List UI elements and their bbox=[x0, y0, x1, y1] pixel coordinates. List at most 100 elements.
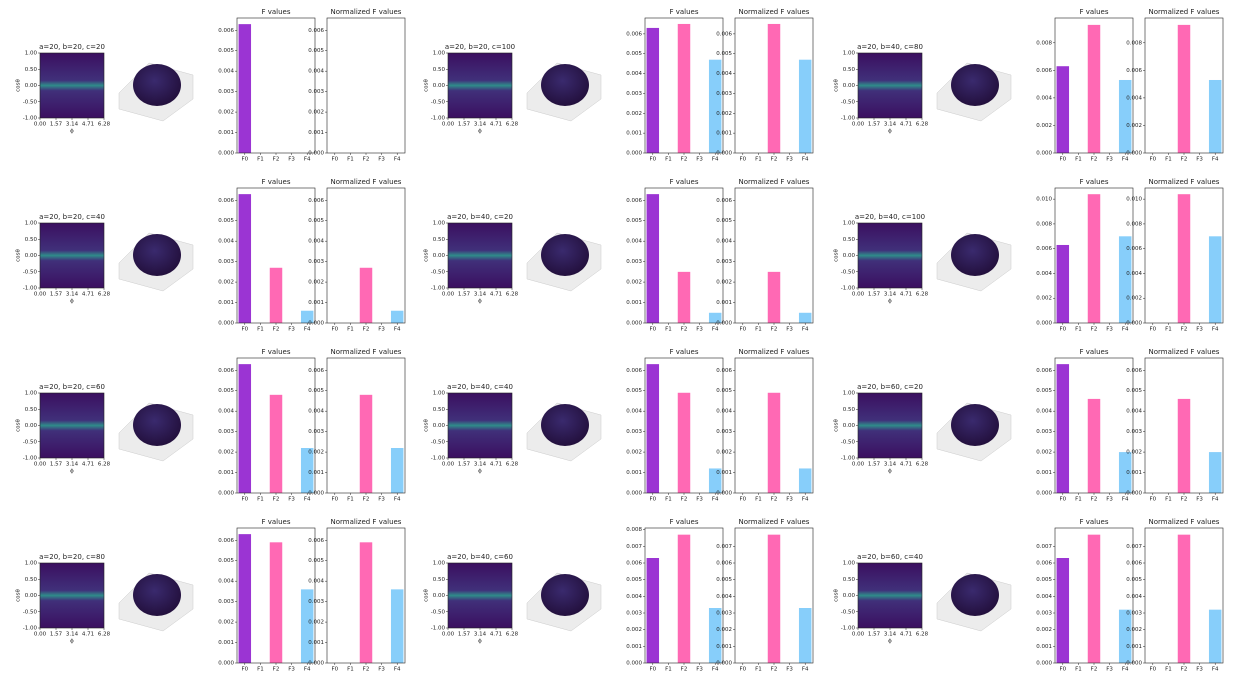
bar bbox=[1178, 399, 1190, 493]
x-tick-label: F4 bbox=[1212, 497, 1219, 503]
y-tick-label: 0.000 bbox=[626, 661, 642, 667]
x-tick-label: F0 bbox=[649, 157, 656, 163]
chart-title: Normalized F values bbox=[331, 178, 402, 186]
y-tick-label: -0.50 bbox=[23, 99, 38, 105]
y-axis-label: cosθ bbox=[834, 79, 840, 92]
heatmap-image bbox=[858, 53, 922, 118]
bar bbox=[1057, 245, 1069, 323]
x-tick-label: 3.14 bbox=[66, 632, 79, 638]
x-tick-label: 6.28 bbox=[916, 632, 929, 638]
x-tick-label: F0 bbox=[1149, 327, 1156, 333]
x-tick-label: 0.00 bbox=[852, 292, 865, 298]
x-tick-label: 3.14 bbox=[884, 292, 897, 298]
x-tick-label: F0 bbox=[1149, 497, 1156, 503]
chart-title: Normalized F values bbox=[1149, 178, 1220, 186]
x-tick-label: F2 bbox=[363, 497, 370, 503]
x-axis-label: ϕ bbox=[478, 469, 482, 475]
y-tick-label: 1.00 bbox=[843, 221, 856, 227]
chart-title: a=20, b=20, c=100 bbox=[445, 43, 515, 51]
x-tick-label: F3 bbox=[696, 497, 703, 503]
bar bbox=[799, 468, 811, 493]
x-tick-label: F2 bbox=[273, 327, 280, 333]
y-tick-label: 0.004 bbox=[1036, 271, 1052, 277]
x-tick-label: 1.57 bbox=[458, 632, 471, 638]
figure: a=20, b=20, c=200.001.573.144.716.281.00… bbox=[0, 0, 1235, 680]
y-tick-label: 0.002 bbox=[1036, 296, 1052, 302]
y-tick-label: -0.50 bbox=[431, 269, 446, 275]
heatmap-image bbox=[858, 393, 922, 458]
y-tick-label: 0.000 bbox=[218, 661, 234, 667]
chart-title: a=20, b=60, c=40 bbox=[857, 553, 923, 561]
bar bbox=[360, 542, 372, 663]
y-tick-label: 0.004 bbox=[716, 239, 732, 245]
x-tick-label: 4.71 bbox=[900, 632, 912, 638]
x-tick-label: 0.00 bbox=[852, 632, 865, 638]
y-tick-label: 0.000 bbox=[1126, 151, 1142, 157]
x-tick-label: F2 bbox=[1181, 157, 1188, 163]
x-axis-label: ϕ bbox=[70, 129, 74, 135]
x-tick-label: 4.71 bbox=[900, 462, 912, 468]
y-tick-label: -0.50 bbox=[23, 609, 38, 615]
x-tick-label: F4 bbox=[1212, 327, 1219, 333]
y-tick-label: 0.001 bbox=[716, 470, 732, 476]
x-tick-label: F0 bbox=[241, 157, 248, 163]
y-tick-label: 0.000 bbox=[716, 661, 732, 667]
y-tick-label: 0.008 bbox=[626, 527, 642, 533]
x-tick-label: F4 bbox=[712, 157, 719, 163]
x-tick-label: F2 bbox=[1181, 327, 1188, 333]
y-tick-label: 0.002 bbox=[1036, 627, 1052, 633]
bar bbox=[360, 268, 372, 323]
bar bbox=[1209, 452, 1221, 493]
x-tick-label: F0 bbox=[241, 327, 248, 333]
heatmap-image bbox=[40, 393, 104, 458]
bar bbox=[270, 542, 282, 663]
x-tick-label: F3 bbox=[1106, 327, 1113, 333]
y-tick-label: 0.006 bbox=[716, 368, 732, 374]
x-tick-label: 0.00 bbox=[34, 292, 47, 298]
y-tick-label: 0.004 bbox=[1126, 409, 1142, 415]
x-tick-label: 4.71 bbox=[900, 292, 912, 298]
y-tick-label: 0.004 bbox=[1036, 95, 1052, 101]
y-tick-label: 0.006 bbox=[716, 561, 732, 567]
y-tick-label: 0.001 bbox=[218, 470, 234, 476]
y-tick-label: 0.000 bbox=[308, 661, 324, 667]
y-tick-label: 0.005 bbox=[716, 577, 732, 583]
y-tick-label: 0.00 bbox=[433, 83, 446, 89]
sphere-plot bbox=[133, 234, 181, 276]
y-tick-label: 0.001 bbox=[1036, 470, 1052, 476]
y-tick-label: 0.004 bbox=[626, 239, 642, 245]
x-tick-label: F0 bbox=[1149, 667, 1156, 673]
y-tick-label: 0.000 bbox=[308, 491, 324, 497]
x-tick-label: F3 bbox=[1106, 497, 1113, 503]
bar bbox=[799, 608, 811, 663]
x-tick-label: F4 bbox=[802, 157, 809, 163]
x-tick-label: F2 bbox=[771, 667, 778, 673]
bar bbox=[1057, 558, 1069, 663]
x-axis-label: ϕ bbox=[888, 469, 892, 475]
x-tick-label: F2 bbox=[681, 157, 688, 163]
y-tick-label: 0.003 bbox=[218, 259, 234, 265]
x-tick-label: 3.14 bbox=[474, 292, 487, 298]
y-tick-label: 0.006 bbox=[218, 28, 234, 34]
sphere-plot bbox=[951, 234, 999, 276]
x-tick-label: 4.71 bbox=[82, 122, 94, 128]
x-tick-label: F0 bbox=[1149, 157, 1156, 163]
x-tick-label: 6.28 bbox=[506, 122, 519, 128]
x-tick-label: F1 bbox=[755, 157, 762, 163]
x-tick-label: F4 bbox=[394, 497, 401, 503]
chart-title: Normalized F values bbox=[739, 8, 810, 16]
heatmap-image bbox=[40, 53, 104, 118]
y-tick-label: 1.00 bbox=[25, 391, 38, 397]
heatmap-image bbox=[40, 563, 104, 628]
y-tick-label: 0.006 bbox=[1036, 561, 1052, 567]
x-tick-label: F2 bbox=[363, 157, 370, 163]
y-tick-label: 0.005 bbox=[626, 577, 642, 583]
sphere-plot bbox=[541, 404, 589, 446]
x-tick-label: F0 bbox=[739, 497, 746, 503]
y-tick-label: 0.005 bbox=[308, 48, 324, 54]
y-tick-label: 0.005 bbox=[308, 388, 324, 394]
y-tick-label: -0.50 bbox=[841, 99, 856, 105]
y-tick-label: 0.003 bbox=[626, 429, 642, 435]
x-tick-label: 0.00 bbox=[34, 632, 47, 638]
sphere-plot bbox=[133, 404, 181, 446]
